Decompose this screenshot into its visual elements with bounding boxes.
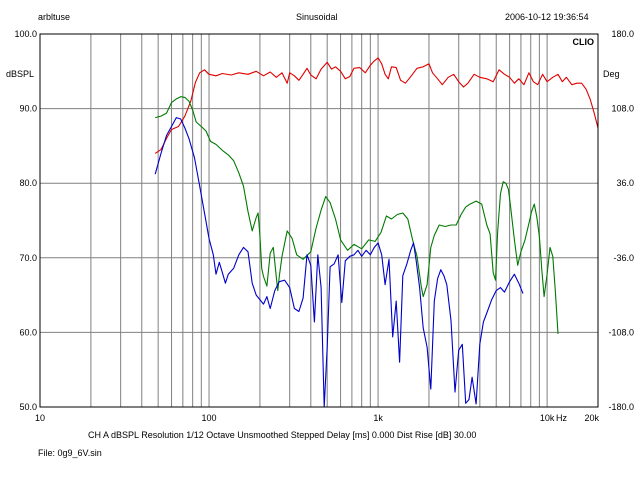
y-tick-label: 90.0 — [19, 104, 37, 114]
file-label: arbltuse — [38, 12, 71, 22]
plot-frame — [39, 33, 599, 408]
y-tick-label: 100.0 — [14, 29, 37, 39]
file-name: File: 0g9_6V.sin — [38, 448, 102, 458]
y-tick-label: 50.0 — [19, 402, 37, 412]
chart-series — [154, 57, 599, 408]
chart-labels: 100.0 90.0 80.0 70.0 60.0 50.0 180.0 108.0 36.0 -… — [14, 29, 634, 423]
y2-axis-label: Deg — [603, 69, 620, 79]
measurement-settings: CH A dBSPL Resolution 1/12 Octave Unsmoo… — [88, 430, 477, 440]
x-tick-label: 20k — [584, 413, 599, 423]
y-axis-label: dBSPL — [6, 69, 34, 79]
x-tick-label: 1k — [373, 413, 383, 423]
x-tick-label: 100 — [202, 413, 217, 423]
y2-tick-label: 36.0 — [616, 178, 634, 188]
green-series-line — [155, 96, 559, 334]
red-series-line — [154, 57, 599, 154]
chart-grid — [40, 34, 598, 407]
y2-tick-label: -108.0 — [608, 327, 634, 337]
y2-tick-label: -180.0 — [608, 402, 634, 412]
x-tick-label: 10k — [540, 413, 555, 423]
y2-tick-label: 108.0 — [611, 104, 634, 114]
y-tick-label: 60.0 — [19, 327, 37, 337]
blue-series-line — [154, 117, 524, 408]
mode-label: Sinusoidal — [296, 12, 338, 22]
timestamp-label: 2006-10-12 19:36:54 — [505, 12, 589, 22]
y-tick-label: 70.0 — [19, 253, 37, 263]
y-tick-label: 80.0 — [19, 178, 37, 188]
brand-logo: CLIO — [573, 37, 595, 47]
x-tick-label: 10 — [35, 413, 45, 423]
y2-tick-label: -36.0 — [613, 253, 634, 263]
y2-tick-label: 180.0 — [611, 29, 634, 39]
x-axis-unit-label: Hz — [556, 413, 567, 423]
